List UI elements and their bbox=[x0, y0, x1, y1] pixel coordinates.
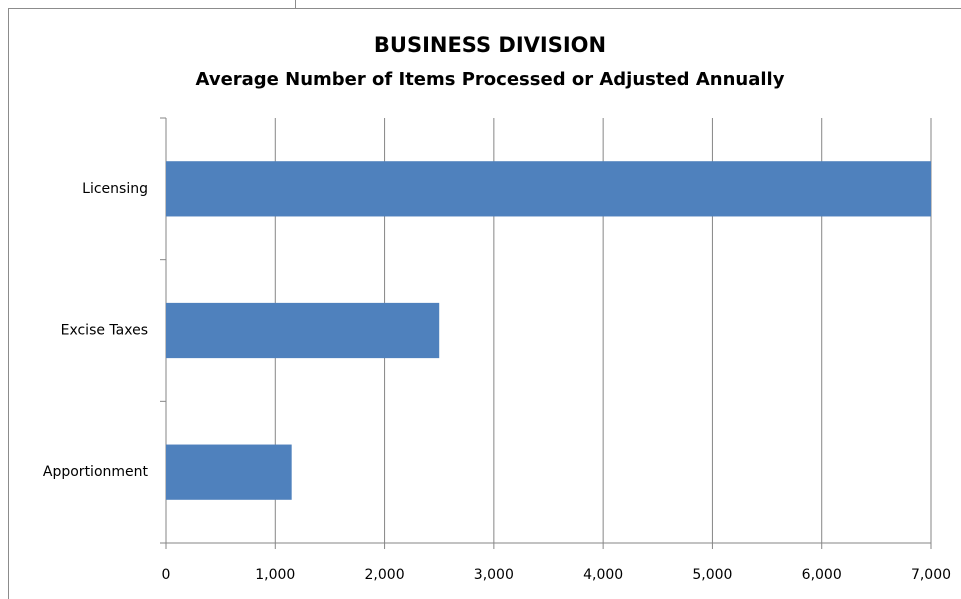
bar bbox=[166, 444, 292, 500]
y-tick-label: Apportionment bbox=[43, 464, 149, 480]
x-tick-label: 4,000 bbox=[583, 567, 623, 583]
x-tick-label: 2,000 bbox=[365, 567, 405, 583]
x-tick-label: 7,000 bbox=[911, 567, 951, 583]
x-tick-label: 0 bbox=[162, 567, 171, 583]
bar bbox=[166, 161, 931, 217]
x-tick-label: 1,000 bbox=[255, 567, 295, 583]
x-tick-label: 6,000 bbox=[802, 567, 842, 583]
chart-title: BUSINESS DIVISION bbox=[374, 33, 606, 57]
x-tick-label: 5,000 bbox=[692, 567, 732, 583]
chart-frame bbox=[8, 8, 961, 599]
bar bbox=[166, 302, 440, 359]
chart-subtitle: Average Number of Items Processed or Adj… bbox=[196, 69, 785, 90]
y-tick-label: Licensing bbox=[82, 181, 148, 197]
y-tick-label: Excise Taxes bbox=[61, 323, 148, 339]
x-tick-label: 3,000 bbox=[474, 567, 514, 583]
